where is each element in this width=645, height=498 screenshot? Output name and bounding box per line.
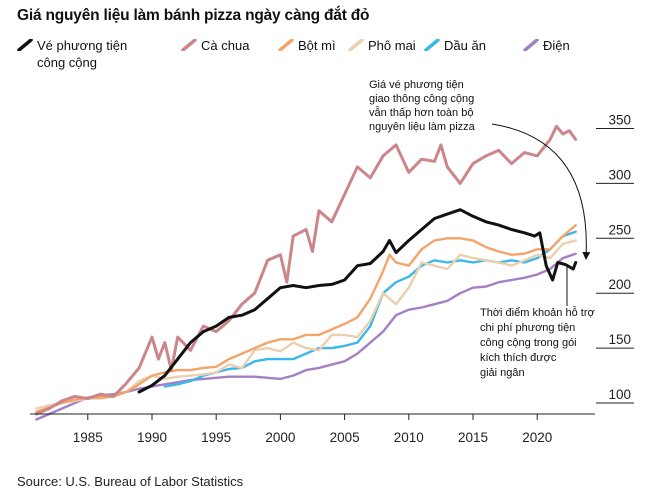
x-tick-label: 2000 [265, 430, 295, 445]
annotation-top-line3: vẫn thấp hơn toàn bộ [369, 106, 473, 119]
annotation-bottom-line1: Thời điểm khoản hỗ trợ [480, 306, 595, 319]
chart-title: Giá nguyên liệu làm bánh pizza ngày càng… [17, 7, 370, 24]
series-line-0 [137, 208, 578, 394]
legend-swatch-electricity [523, 39, 539, 51]
y-tick-label: 200 [608, 277, 631, 292]
y-tick-label: 100 [608, 387, 631, 402]
y-axis-ticks: 100 150 200 250 300 350 [596, 112, 634, 404]
y-tick-label: 350 [608, 112, 631, 127]
y-tick-label: 300 [608, 167, 631, 182]
x-axis-ticks: 1985 1990 1995 2000 2005 2010 2015 2020 [73, 414, 552, 445]
x-tick-label: 2005 [330, 430, 360, 445]
annotation-top-line1: Giá vé phương tiện [369, 79, 464, 91]
series-lines [34, 124, 578, 421]
annotation-top-line4: nguyên liệu làm pizza [369, 121, 476, 133]
legend-label-cheese: Phô mai [368, 38, 416, 53]
legend-swatch-transit [17, 39, 33, 51]
y-tick-label: 250 [608, 222, 631, 237]
legend-swatch-cheese [348, 39, 364, 51]
annotation-top-arrow [491, 123, 591, 260]
x-tick-label: 1985 [73, 430, 103, 445]
annotation-bottom: Thời điểm khoản hỗ trợ chi phí phương ti… [480, 265, 595, 379]
annotation-bottom-line5: giải ngân [480, 367, 525, 379]
x-tick-label: 2010 [394, 430, 424, 445]
legend-label-transit-line2: công cộng [37, 55, 97, 70]
y-tick-label: 150 [608, 332, 631, 347]
x-tick-label: 2020 [522, 430, 552, 445]
x-tick-label: 1990 [137, 430, 167, 445]
series-line-4 [163, 230, 577, 388]
x-tick-label: 1995 [201, 430, 231, 445]
legend-label-electricity: Điện [543, 38, 570, 53]
legend: Vé phương tiện công cộng Cà chua Bột mì … [17, 38, 637, 78]
legend-label-transit-line1: Vé phương tiện [37, 38, 128, 53]
annotation-bottom-line3: công cộng trong gói [480, 337, 577, 349]
annotation-top: Giá vé phương tiện giao thông công cộng … [369, 79, 591, 260]
legend-label-tomato: Cà chua [201, 38, 250, 53]
x-tick-label: 2015 [458, 430, 488, 445]
legend-swatch-tomato [181, 39, 197, 51]
annotation-top-line2: giao thông công cộng [369, 93, 474, 105]
annotation-bottom-line2: chi phí phương tiện [480, 322, 575, 334]
legend-swatch-oil [424, 39, 440, 51]
series-line-2 [35, 223, 577, 413]
source-note: Source: U.S. Bureau of Labor Statistics [17, 474, 244, 489]
legend-label-flour: Bột mì [298, 38, 336, 53]
series-line-1 [34, 124, 578, 416]
annotation-bottom-line4: kích thích được [480, 352, 557, 364]
legend-swatch-flour [278, 39, 294, 51]
legend-label-oil: Dầu ăn [444, 38, 486, 53]
